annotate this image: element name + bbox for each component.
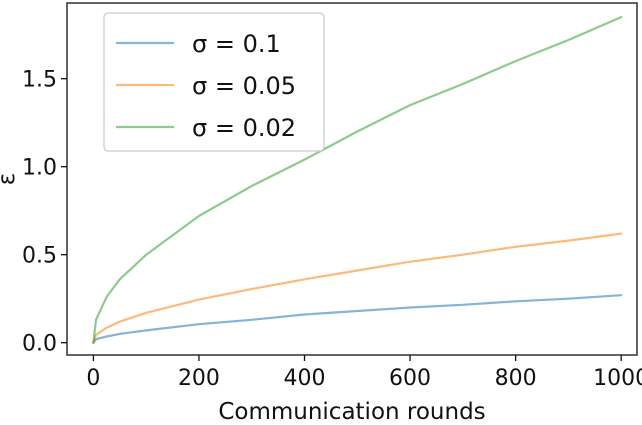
legend-box: [103, 12, 325, 152]
plot-frame: [66, 2, 638, 356]
legend-label-1: σ = 0.05: [192, 72, 296, 100]
x-tick-label: 0: [86, 366, 100, 391]
x-tick-label: 800: [495, 366, 537, 391]
y-tick-label: 1.5: [22, 68, 57, 93]
series-line-1: [92, 232, 623, 344]
x-axis-label: Communication rounds: [218, 399, 485, 425]
plot-area-border: [66, 2, 638, 356]
series-layer: [92, 16, 623, 344]
y-tick-label: 0.5: [22, 244, 57, 269]
x-tick-label: 400: [284, 366, 326, 391]
legend-label-0: σ = 0.1: [192, 30, 281, 58]
x-tick-label: 200: [178, 366, 220, 391]
y-tick-label: 0.0: [22, 332, 57, 357]
y-tick-label: 1.0: [22, 156, 57, 181]
series-line-2: [92, 16, 623, 344]
x-tick-label: 600: [389, 366, 431, 391]
series-line-0: [92, 294, 623, 344]
y-axis-label: ε: [0, 173, 20, 185]
legend: σ = 0.1 σ = 0.05 σ = 0.02: [103, 12, 325, 152]
legend-label-2: σ = 0.02: [192, 114, 296, 142]
